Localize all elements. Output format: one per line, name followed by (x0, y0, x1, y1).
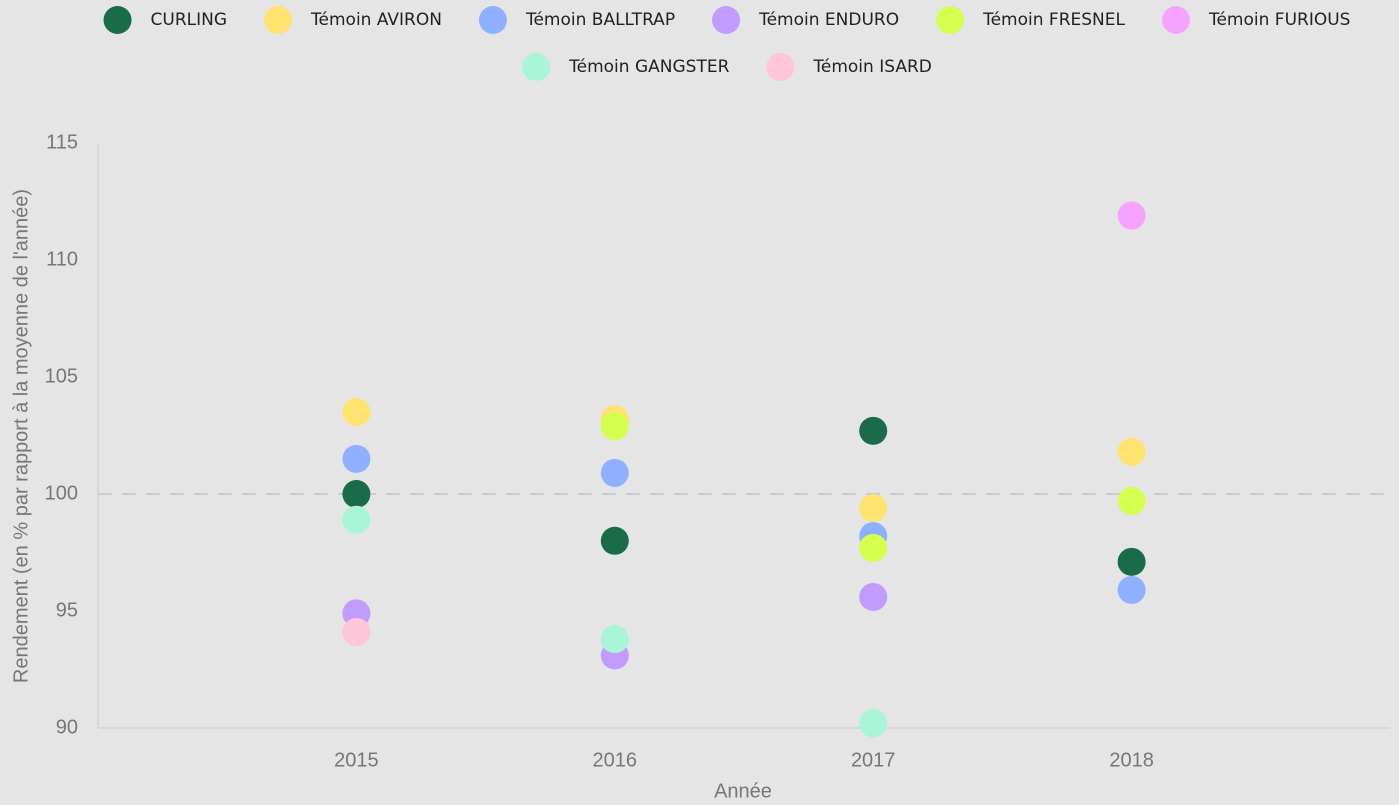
y-axis-title: Rendement (en % par rapport à la moyenne… (10, 189, 32, 683)
x-tick-label: 2017 (851, 749, 896, 771)
point (342, 398, 371, 427)
point (342, 618, 371, 647)
legend-label: Témoin ISARD (812, 57, 931, 77)
x-tick-label: 2015 (334, 749, 379, 771)
legend-row: CURLING Témoin AVIRON Témoin BALLTRAP Témoi… (103, 6, 1350, 34)
point (1117, 547, 1146, 576)
point (859, 494, 888, 523)
x-tick-label: 2018 (1109, 749, 1154, 771)
point (859, 709, 888, 738)
point (600, 526, 629, 555)
point (859, 582, 888, 611)
point (342, 505, 371, 534)
y-tick-label: 90 (56, 716, 78, 738)
legend-swatch (1161, 6, 1190, 34)
point (1117, 575, 1146, 604)
y-tick-label: 95 (56, 599, 78, 621)
legend-swatch (264, 6, 293, 34)
point (600, 412, 629, 441)
point (1117, 437, 1146, 466)
y-tick-label: 100 (45, 482, 78, 504)
legend-swatch (766, 53, 795, 81)
point (600, 458, 629, 487)
point (859, 416, 888, 445)
point (342, 444, 371, 473)
point (859, 533, 888, 562)
y-tick-label: 115 (46, 131, 78, 153)
y-tick-label: 110 (46, 248, 78, 270)
legend-label: Témoin ENDURO (758, 10, 899, 30)
legend-label: Témoin FRESNEL (982, 10, 1125, 30)
legend-label: CURLING (151, 10, 228, 30)
legend-label: Témoin AVIRON (310, 10, 442, 30)
legend-swatch (103, 6, 132, 34)
legend-label: Témoin BALLTRAP (525, 10, 675, 30)
legend-swatch (712, 6, 741, 34)
legend-label: Témoin FURIOUS (1208, 10, 1350, 30)
legend-swatch (478, 6, 507, 34)
legend-row: Témoin GANGSTER Témoin ISARD (522, 53, 932, 81)
point (600, 625, 629, 654)
x-axis-title: Année (714, 780, 772, 802)
x-tick-label: 2016 (593, 749, 638, 771)
legend-swatch (936, 6, 965, 34)
point (342, 480, 371, 508)
y-tick-label: 105 (45, 365, 78, 387)
point (1117, 487, 1146, 516)
legend-swatch (522, 53, 551, 81)
point (1117, 201, 1146, 230)
legend-label: Témoin GANGSTER (568, 57, 729, 77)
